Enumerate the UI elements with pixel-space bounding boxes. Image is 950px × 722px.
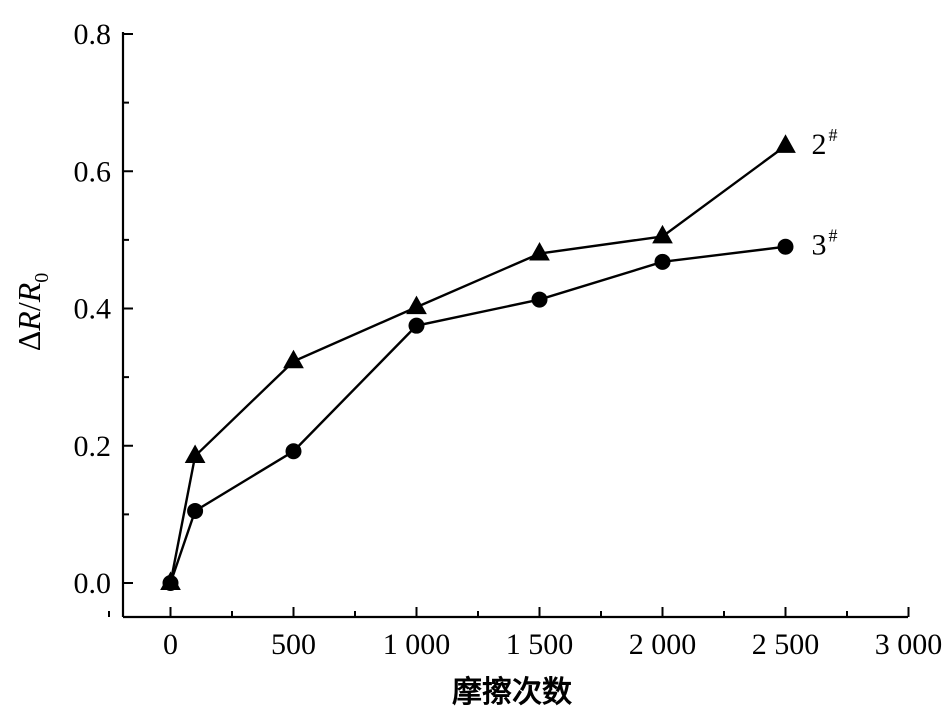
triangle-marker xyxy=(184,444,206,464)
triangle-marker xyxy=(775,134,796,153)
series-label-main: 2 xyxy=(812,128,827,161)
series-line xyxy=(169,144,787,584)
y-ticks: 0.0 0.2 0.4 0.6 0.8 xyxy=(74,18,133,600)
x-axis-title: 摩擦次数 xyxy=(452,675,573,710)
series-label: 3 # xyxy=(812,226,838,262)
series-label-main: 3 xyxy=(812,229,827,262)
series-1: 2 # xyxy=(160,125,838,590)
circle-marker xyxy=(654,253,671,270)
triangle-marker xyxy=(529,242,550,261)
triangle-marker xyxy=(652,224,673,244)
series-label-sup: # xyxy=(829,226,838,246)
y-tick-label: 0.8 xyxy=(74,18,112,51)
ylabel-slash: / xyxy=(11,302,47,311)
x-tick-label: 1 500 xyxy=(506,628,574,661)
circle-marker xyxy=(285,443,302,460)
ylabel-r1: R xyxy=(11,311,47,332)
circle-marker xyxy=(162,575,179,591)
y-axis-title: ΔR/R0 xyxy=(11,273,53,352)
circle-marker xyxy=(531,291,548,308)
x-tick-label: 2 000 xyxy=(629,628,697,661)
series-layer: 2 #3 # xyxy=(160,125,838,591)
x-tick-label: 500 xyxy=(271,628,316,661)
y-tick-label: 0.2 xyxy=(74,430,112,463)
circle-marker xyxy=(187,502,204,519)
series-label-sup: # xyxy=(829,125,838,145)
ylabel-sub: 0 xyxy=(31,273,53,283)
y-tick-label: 0.6 xyxy=(74,155,112,188)
x-ticks: 0 500 1 000 1 500 2 000 2 500 3 000 xyxy=(108,607,943,661)
triangle-marker xyxy=(283,349,304,369)
x-tick-label: 0 xyxy=(163,628,178,661)
circle-marker xyxy=(777,238,794,255)
ylabel-delta: Δ xyxy=(11,331,47,352)
triangle-marker xyxy=(406,295,427,315)
series-line xyxy=(169,245,786,584)
circle-marker xyxy=(408,317,425,334)
y-tick-label: 0.0 xyxy=(74,567,112,600)
y-tick-label: 0.4 xyxy=(74,293,112,326)
series-2: 3 # xyxy=(162,226,838,591)
series-label: 2 # xyxy=(812,125,838,161)
ylabel-r2: R xyxy=(11,282,47,303)
x-tick-label: 1 000 xyxy=(383,628,451,661)
x-tick-label: 3 000 xyxy=(875,628,943,661)
x-tick-label: 2 500 xyxy=(752,628,820,661)
axes xyxy=(121,32,908,619)
